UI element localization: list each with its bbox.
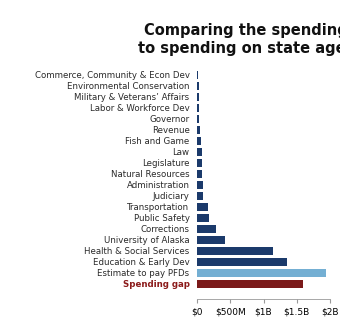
Bar [197,236,225,244]
Bar [197,269,326,277]
Bar [197,225,216,233]
Bar [197,247,273,255]
Bar [197,93,199,101]
Bar [197,280,303,288]
Bar [197,214,209,222]
Title: Comparing the spending gap
to spending on state agencies: Comparing the spending gap to spending o… [138,24,340,56]
Bar [197,170,202,178]
Bar [197,159,202,167]
Bar [197,258,287,266]
Bar [197,82,199,90]
Bar [197,71,199,79]
Bar [197,148,202,156]
Bar [197,181,203,189]
Bar [197,126,200,134]
Bar [197,203,208,211]
Bar [197,137,201,145]
Bar [197,104,199,112]
Bar [197,192,203,200]
Bar [197,115,199,123]
